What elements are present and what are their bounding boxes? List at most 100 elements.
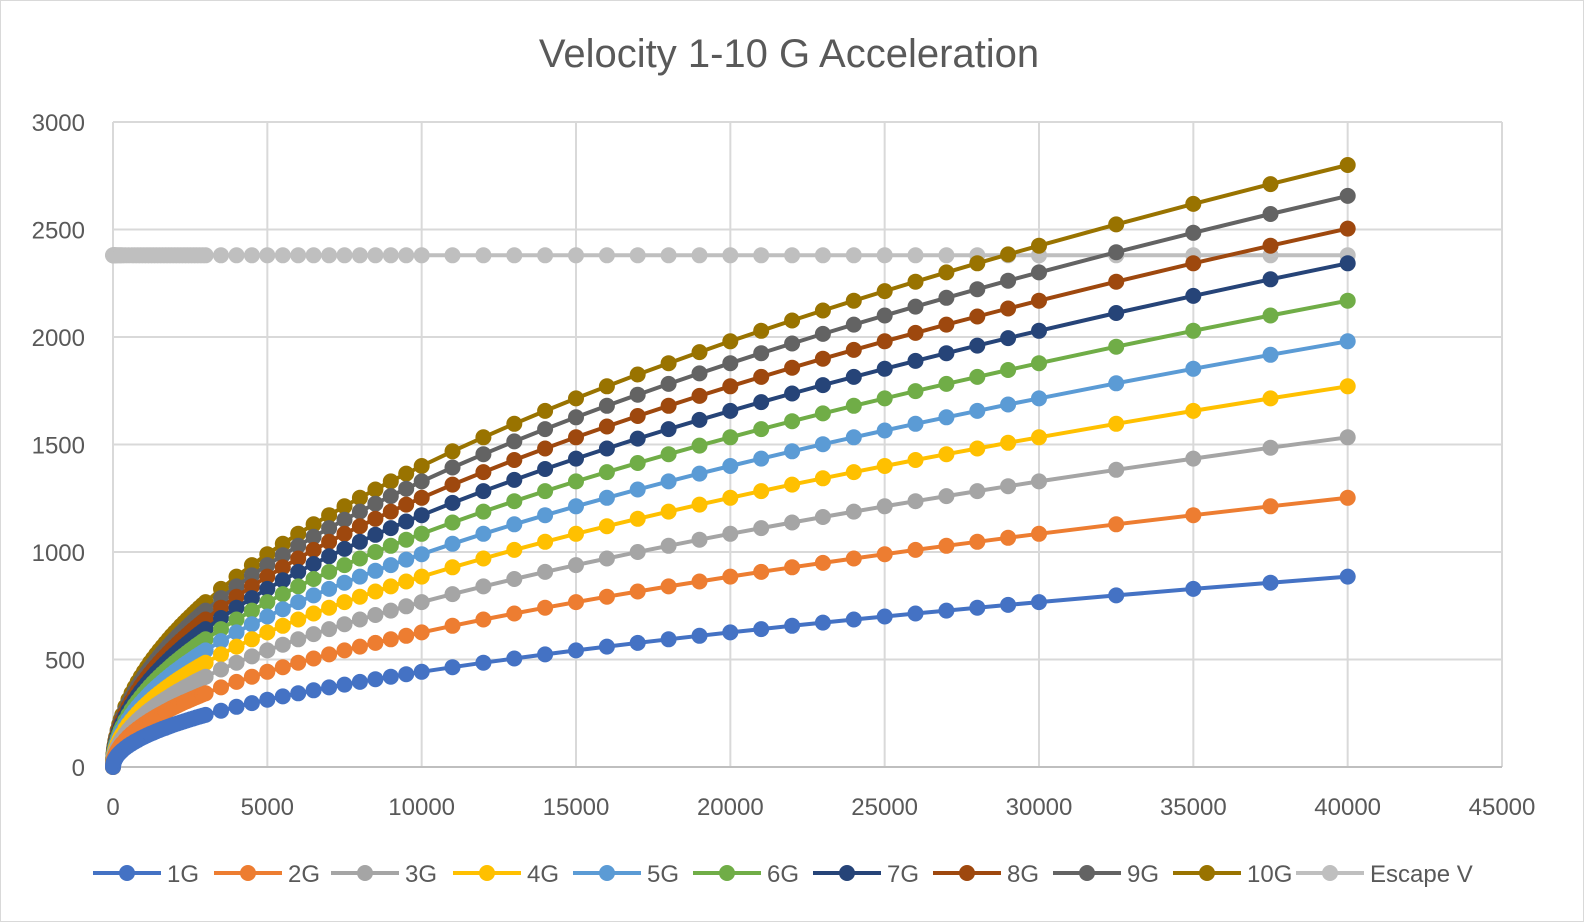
data-point (938, 247, 955, 264)
data-point (938, 375, 955, 392)
data-point (722, 429, 739, 446)
data-point (753, 450, 770, 467)
data-point (336, 511, 353, 528)
data-point (629, 430, 646, 447)
data-point (398, 598, 415, 615)
legend-item: 6G (693, 861, 799, 888)
data-point (722, 525, 739, 542)
data-point (305, 682, 322, 699)
data-point (382, 668, 399, 685)
data-point (1031, 594, 1047, 611)
data-point (321, 621, 338, 638)
data-point (1185, 450, 1202, 467)
data-point (259, 247, 276, 264)
data-point (475, 247, 492, 264)
data-point (243, 578, 260, 595)
data-point (938, 345, 955, 362)
data-point (228, 247, 245, 264)
data-point (475, 525, 492, 542)
y-tick-label: 2000 (32, 325, 85, 352)
data-point (1108, 461, 1125, 478)
legend-marker (839, 865, 855, 881)
data-point (213, 610, 229, 626)
data-point (660, 247, 677, 264)
data-point (382, 631, 399, 648)
legend-marker (1322, 865, 1338, 881)
data-point (336, 616, 353, 633)
data-point (305, 626, 322, 643)
data-point (382, 488, 399, 505)
data-point (537, 563, 554, 580)
data-point (367, 634, 384, 651)
data-point (784, 443, 801, 460)
data-point (537, 461, 554, 477)
x-tick-label: 40000 (1314, 794, 1381, 821)
data-point (1339, 568, 1356, 585)
data-point (475, 446, 492, 463)
data-point (691, 437, 708, 454)
data-point (351, 489, 368, 506)
data-point (907, 452, 924, 468)
data-point (537, 483, 554, 500)
data-point (876, 498, 893, 515)
data-point (444, 494, 461, 511)
data-point (876, 390, 893, 407)
data-point (413, 247, 430, 264)
legend-item: 9G (1053, 861, 1159, 888)
data-point (1000, 246, 1017, 263)
data-point (753, 368, 770, 385)
data-point (598, 418, 615, 435)
legend-label: 7G (887, 861, 919, 888)
data-point (259, 624, 276, 641)
data-point (506, 433, 523, 450)
data-point (907, 383, 924, 400)
data-point (413, 458, 430, 474)
data-point (691, 531, 708, 548)
data-point (845, 397, 862, 414)
data-point (1185, 580, 1202, 597)
data-point (398, 573, 415, 590)
data-point (228, 698, 245, 715)
data-point (938, 488, 955, 505)
data-point (969, 308, 986, 325)
data-point (1339, 187, 1356, 204)
data-point (1031, 237, 1047, 254)
data-point (1185, 287, 1202, 304)
data-point (537, 599, 554, 616)
data-point (213, 633, 229, 650)
data-point (382, 537, 399, 554)
data-point (413, 489, 430, 506)
data-point (722, 568, 739, 585)
data-point (598, 550, 615, 567)
data-point (938, 537, 955, 554)
data-point (1000, 300, 1017, 317)
data-point (351, 247, 368, 264)
data-point (321, 646, 338, 663)
data-point (1031, 390, 1047, 407)
data-point (336, 574, 353, 591)
data-point (1185, 507, 1202, 524)
data-point (243, 668, 260, 685)
data-point (722, 624, 739, 641)
data-point (228, 611, 245, 628)
data-point (367, 562, 384, 579)
data-point (722, 355, 739, 372)
data-point (321, 247, 338, 264)
data-point (274, 636, 291, 653)
data-point (336, 525, 353, 542)
data-point (321, 507, 338, 524)
legend-item: 5G (573, 861, 679, 888)
data-point (969, 255, 986, 272)
data-point (444, 586, 461, 603)
data-point (351, 533, 368, 550)
data-point (336, 594, 353, 611)
data-point (691, 411, 708, 428)
data-point (722, 458, 739, 474)
data-point (413, 507, 430, 524)
legend-label: 3G (405, 861, 437, 888)
legend-marker (599, 865, 615, 881)
data-point (1185, 360, 1202, 377)
data-point (660, 421, 677, 438)
data-point (259, 642, 276, 659)
legend-label: Escape V (1370, 861, 1473, 888)
